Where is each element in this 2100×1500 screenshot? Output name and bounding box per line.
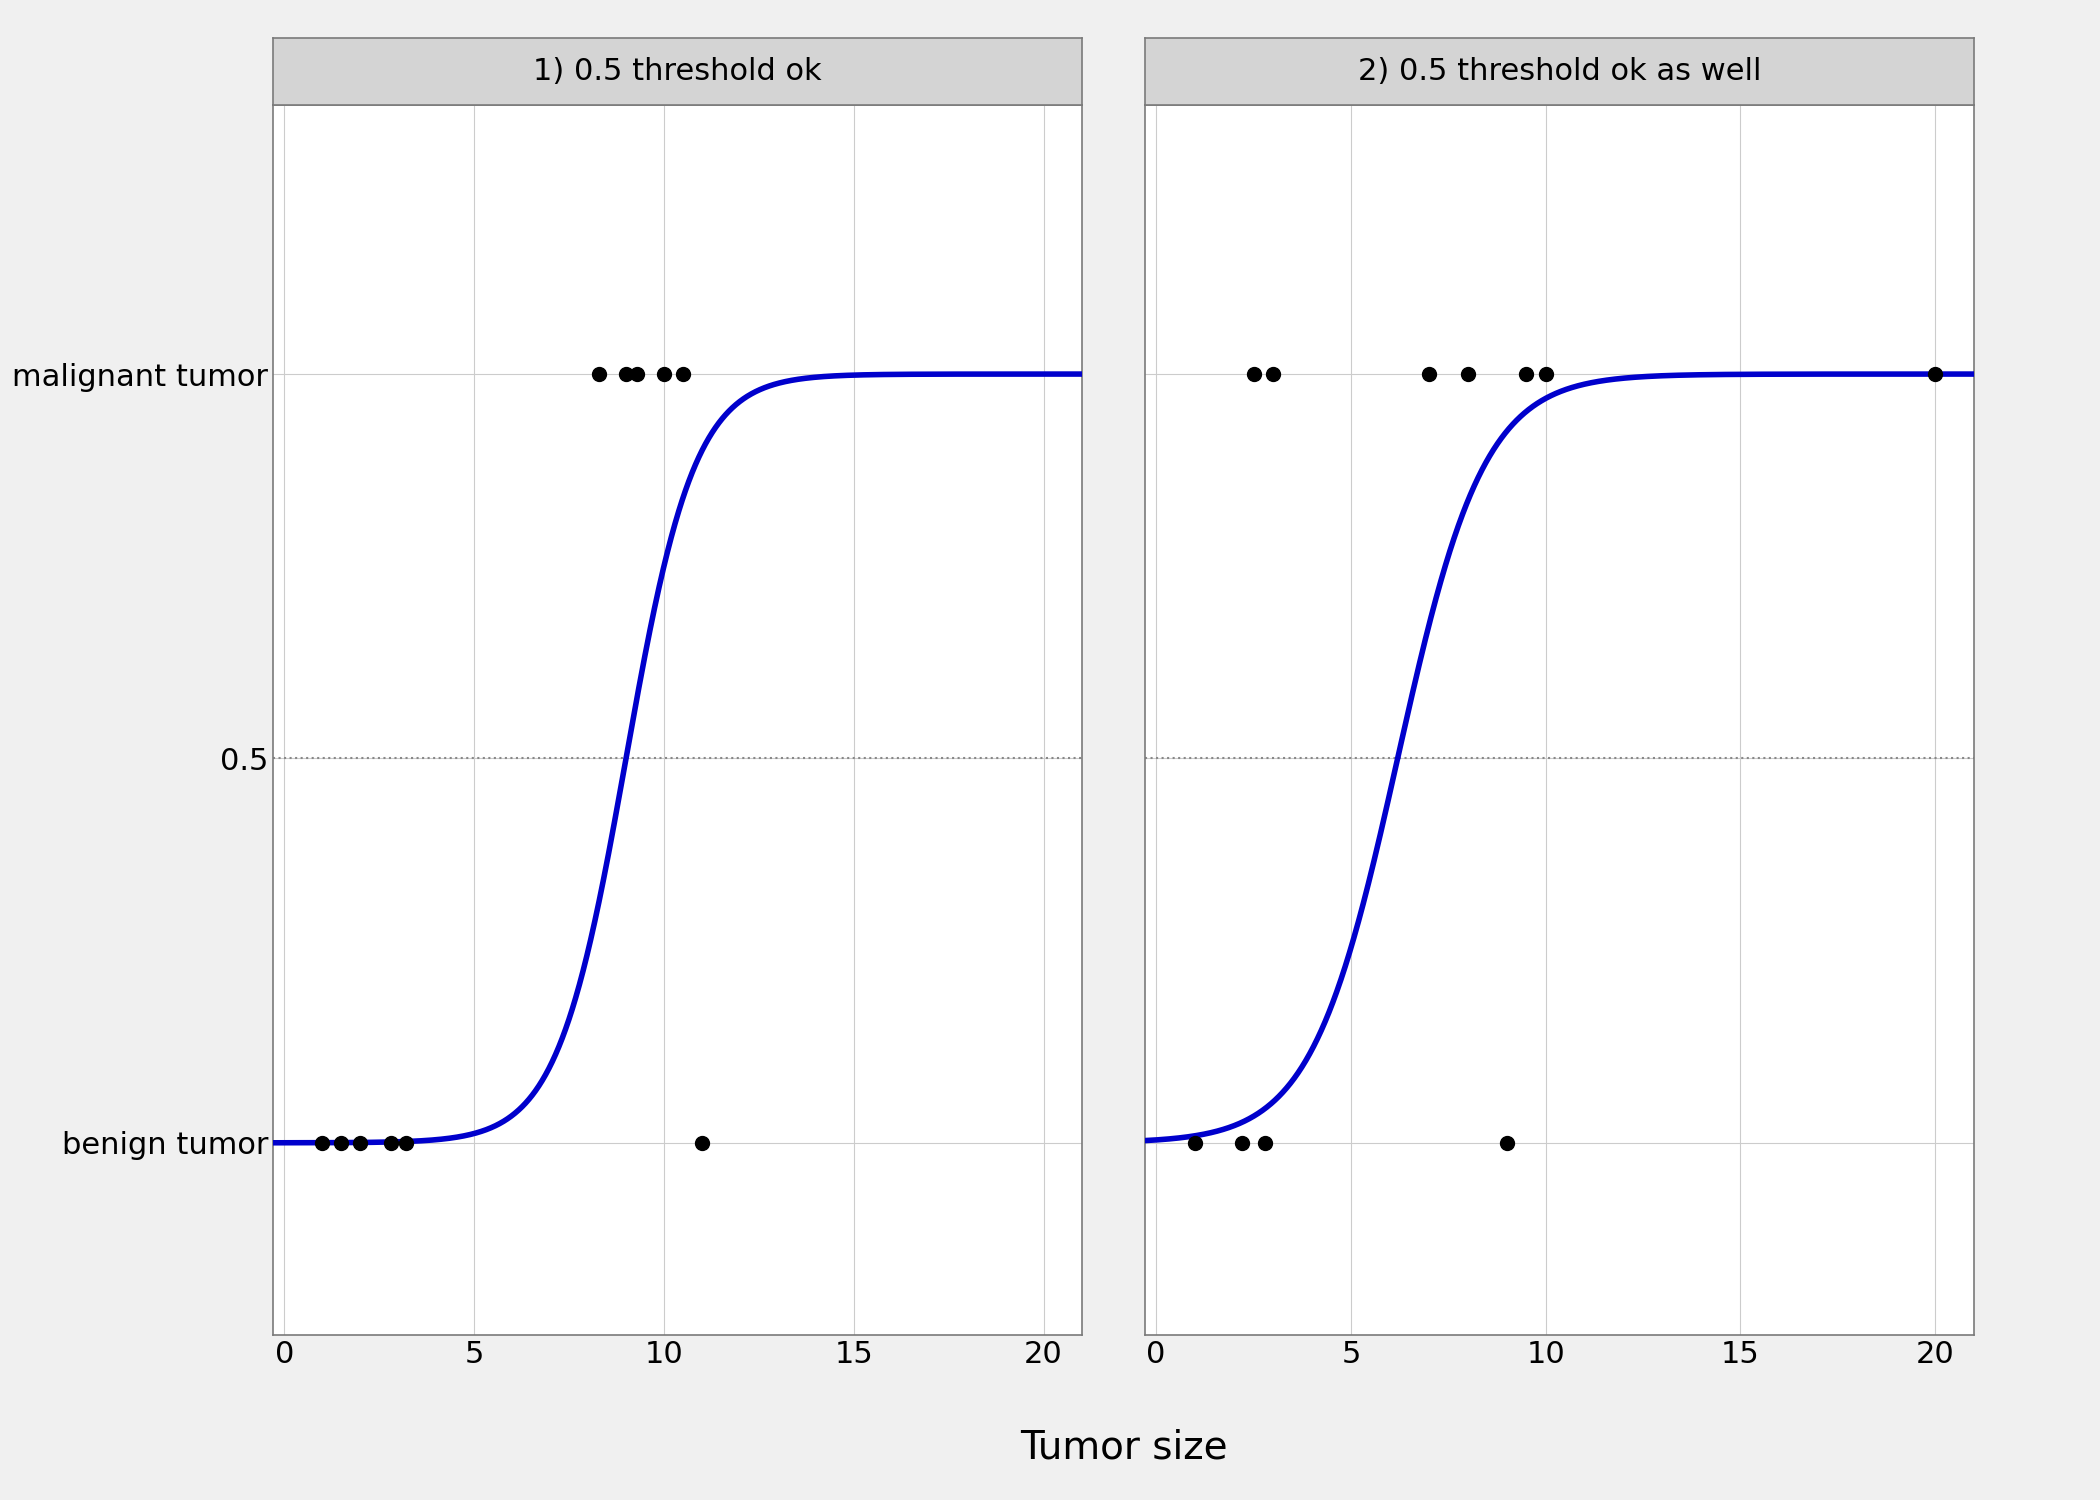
Point — [609, 362, 643, 386]
Point — [388, 1131, 422, 1155]
Text: 2) 0.5 threshold ok as well: 2) 0.5 threshold ok as well — [1357, 57, 1762, 86]
Point — [1510, 362, 1544, 386]
Point — [582, 362, 615, 386]
Point — [666, 362, 699, 386]
Point — [1178, 1131, 1212, 1155]
Text: 1) 0.5 threshold ok: 1) 0.5 threshold ok — [533, 57, 821, 86]
Point — [1451, 362, 1485, 386]
Point — [622, 362, 655, 386]
Point — [374, 1131, 407, 1155]
Point — [344, 1131, 378, 1155]
Point — [1917, 362, 1951, 386]
Point — [685, 1131, 718, 1155]
Point — [1256, 362, 1289, 386]
Point — [647, 362, 680, 386]
Point — [1224, 1131, 1258, 1155]
Point — [1247, 1131, 1281, 1155]
Point — [1237, 362, 1270, 386]
Point — [304, 1131, 338, 1155]
Text: Tumor size: Tumor size — [1021, 1428, 1226, 1467]
Point — [1489, 1131, 1522, 1155]
Point — [1529, 362, 1562, 386]
Point — [1411, 362, 1445, 386]
Point — [326, 1131, 359, 1155]
